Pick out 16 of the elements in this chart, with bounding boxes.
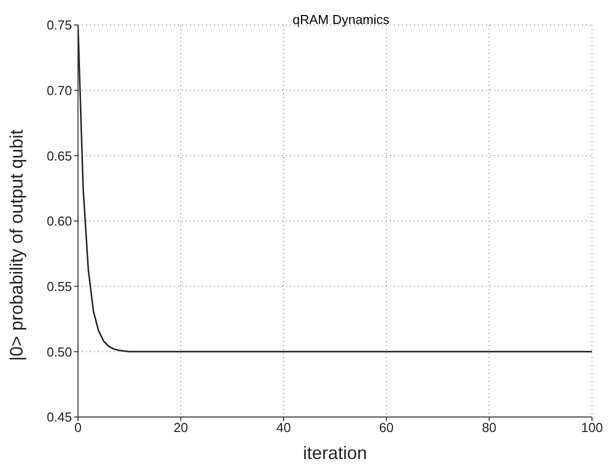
x-axis-title: iteration (302, 443, 368, 463)
x-tick-label: 40 (276, 420, 291, 436)
y-tick-label: 0.45 (46, 410, 72, 425)
y-axis-title: |0> probability of output qubit (6, 130, 26, 361)
x-tick-label: 100 (581, 420, 603, 436)
y-tick-label: 0.75 (46, 18, 72, 33)
y-tick-label: 0.55 (46, 278, 72, 294)
x-tick-label: 60 (379, 420, 394, 436)
y-tick-label: 0.70 (46, 82, 72, 98)
x-tick-label: 80 (482, 420, 496, 436)
y-tick-label: 0.60 (46, 214, 72, 229)
y-tick-label: 0.50 (46, 344, 72, 360)
x-tick-label: 0 (74, 420, 82, 436)
x-tick-label: 20 (174, 420, 188, 436)
y-tick-label: 0.65 (46, 148, 72, 164)
chart-title: qRAM Dynamics (292, 12, 390, 27)
